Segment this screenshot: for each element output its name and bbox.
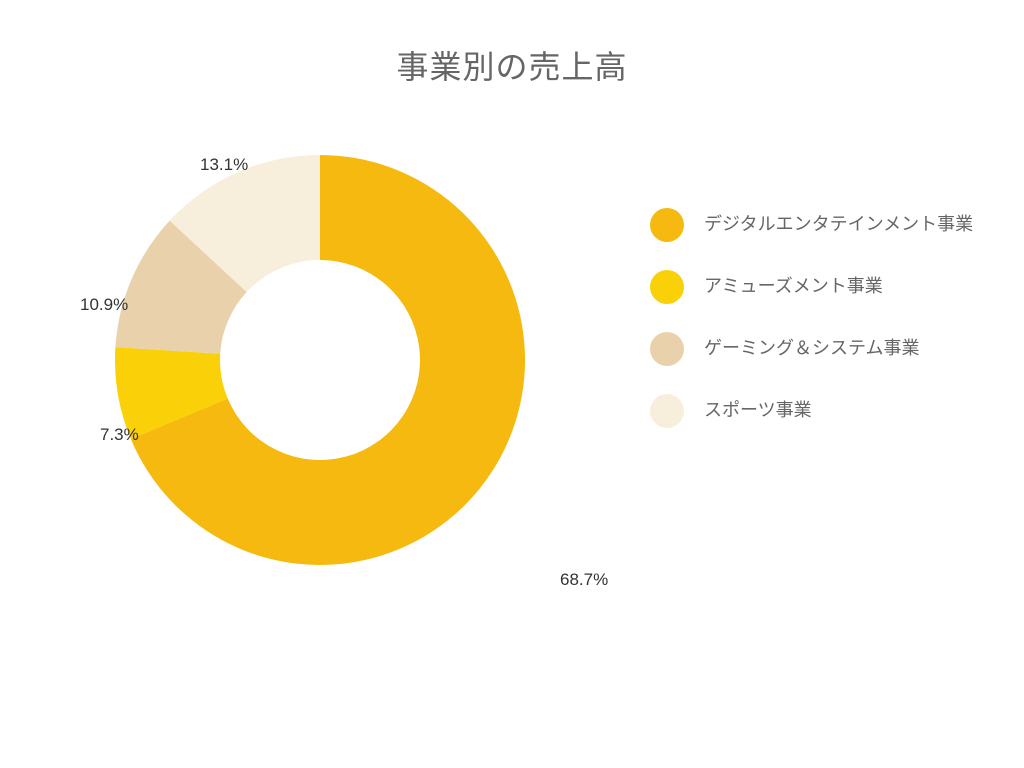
chart-container: 事業別の売上高 デジタルエンタテインメント事業アミューズメント事業ゲーミング＆シ… <box>0 0 1024 768</box>
legend-label: スポーツ事業 <box>704 398 812 423</box>
legend-swatch <box>650 332 684 366</box>
chart-title: 事業別の売上高 <box>0 42 1024 88</box>
legend-label: デジタルエンタテインメント事業 <box>704 212 973 237</box>
slice-percent-label: 10.9% <box>80 295 128 315</box>
legend-item: デジタルエンタテインメント事業 <box>650 208 973 242</box>
legend-label: ゲーミング＆システム事業 <box>704 336 919 361</box>
legend-item: アミューズメント事業 <box>650 270 973 304</box>
legend-swatch <box>650 394 684 428</box>
legend-label: アミューズメント事業 <box>704 274 883 299</box>
legend: デジタルエンタテインメント事業アミューズメント事業ゲーミング＆システム事業スポー… <box>650 208 973 428</box>
slice-percent-label: 13.1% <box>200 155 248 175</box>
slice-percent-label: 68.7% <box>560 570 608 590</box>
legend-item: スポーツ事業 <box>650 394 973 428</box>
legend-swatch <box>650 270 684 304</box>
legend-swatch <box>650 208 684 242</box>
donut-svg <box>90 130 550 590</box>
donut-chart <box>90 130 550 590</box>
legend-item: ゲーミング＆システム事業 <box>650 332 973 366</box>
slice-percent-label: 7.3% <box>100 425 139 445</box>
